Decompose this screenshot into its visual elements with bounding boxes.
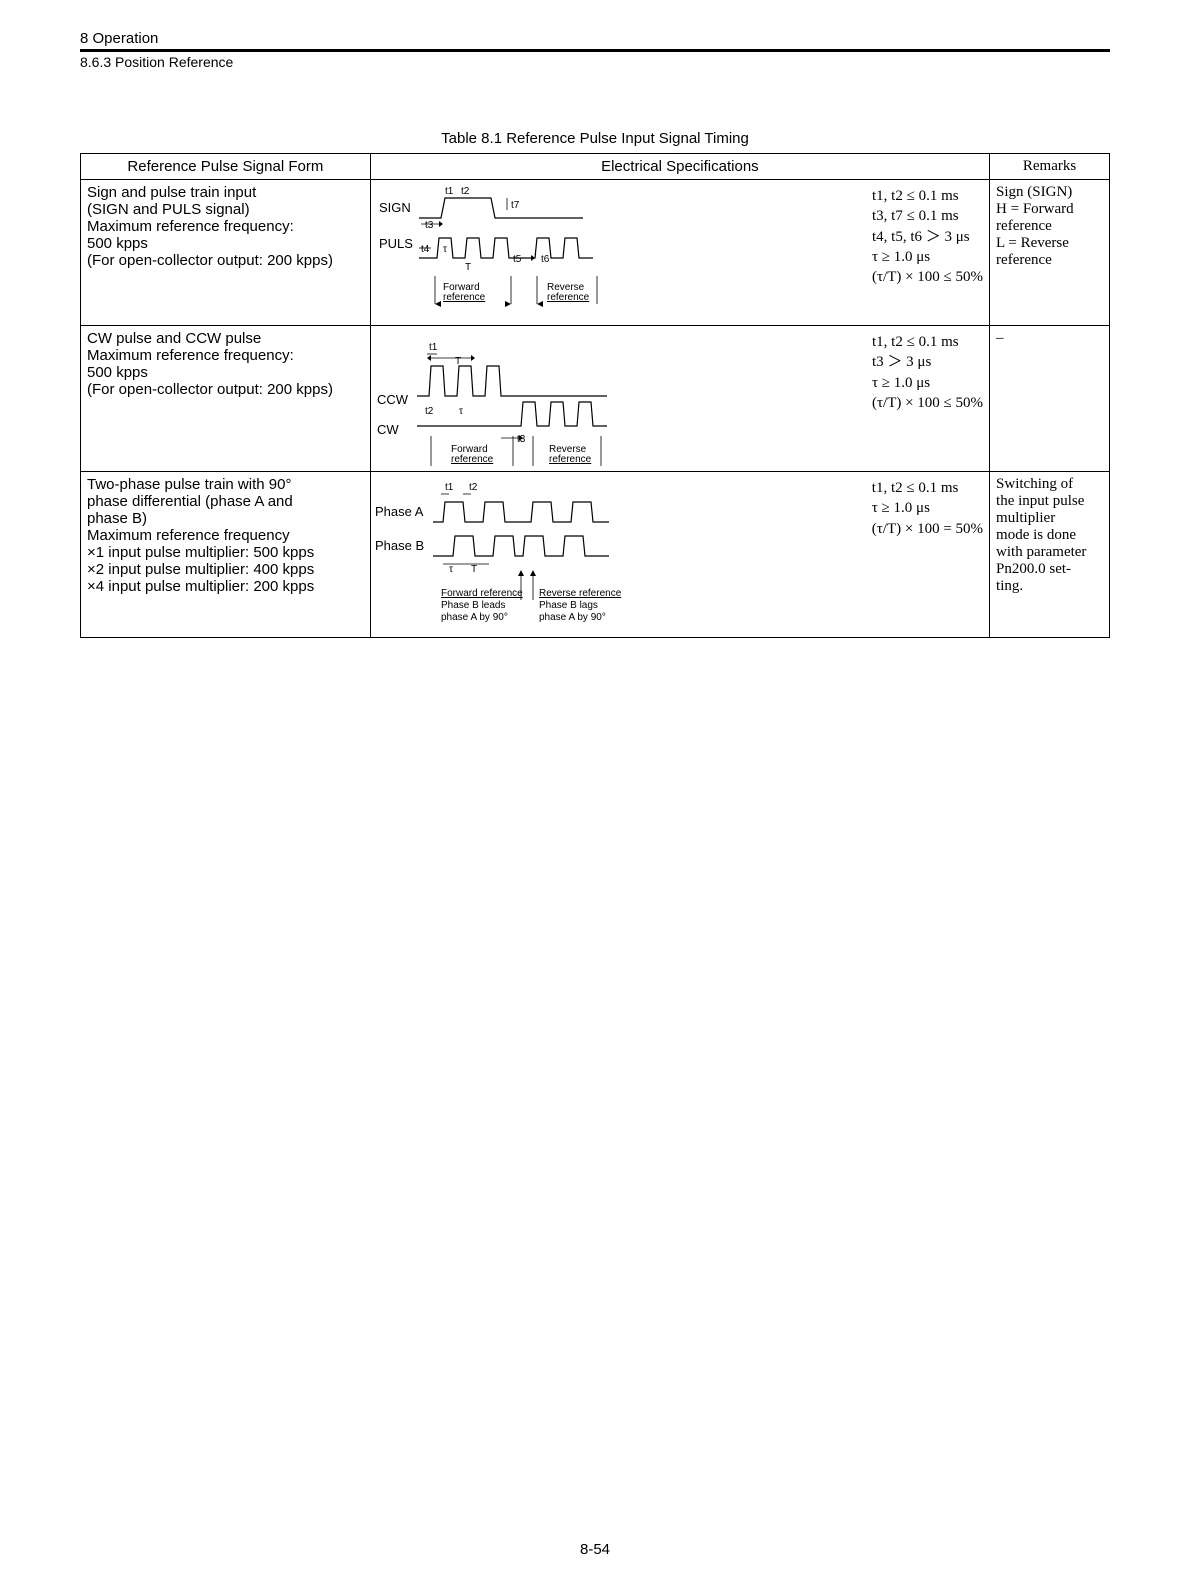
label-t7: t7 (511, 200, 520, 211)
table-caption: Table 8.1 Reference Pulse Input Signal T… (80, 130, 1110, 147)
label-tau: τ (443, 244, 447, 255)
label-phase-a: Phase A (375, 504, 424, 519)
form-cell: CW pulse and CCW pulse Maximum reference… (81, 326, 371, 472)
label-tau: τ (459, 406, 463, 417)
table-row: Two-phase pulse train with 90° phase dif… (81, 472, 1110, 638)
label-t1: t1 (445, 482, 454, 493)
label-sign: SIGN (379, 200, 411, 215)
table-row: Sign and pulse train input (SIGN and PUL… (81, 180, 1110, 326)
timing-table: Reference Pulse Signal Form Electrical S… (80, 153, 1110, 638)
col-header-form: Reference Pulse Signal Form (81, 154, 371, 180)
label-t3: t3 (425, 220, 434, 231)
remarks-cell: Switching of the input pulse multiplier … (990, 472, 1110, 638)
remarks-cell: – (990, 326, 1110, 472)
svg-text:phase A by 90°: phase A by 90° (539, 612, 606, 623)
label-cw: CW (377, 422, 399, 437)
label-t1: t1 (445, 186, 454, 197)
label-fwd: Forward reference (441, 588, 523, 599)
table-header-row: Reference Pulse Signal Form Electrical S… (81, 154, 1110, 180)
diagram-sign-puls: SIGN t1 t2 t3 t7 (371, 180, 781, 329)
label-T: T (471, 564, 477, 575)
svg-text:reference: reference (451, 454, 494, 465)
label-ccw: CCW (377, 392, 409, 407)
col-header-remarks: Remarks (990, 154, 1110, 180)
rule-heavy (80, 49, 1110, 52)
label-t1: t1 (429, 342, 438, 353)
label-T: T (465, 262, 471, 273)
label-t4: t4 (421, 244, 430, 255)
svg-text:reference: reference (547, 292, 590, 303)
label-t5: t5 (513, 254, 522, 265)
diagram-cw-ccw: CCW CW t1 T (371, 326, 781, 475)
form-cell: Two-phase pulse train with 90° phase dif… (81, 472, 371, 638)
label-tau: τ (449, 564, 453, 575)
label-t2: t2 (461, 186, 470, 197)
label-t2: t2 (425, 406, 434, 417)
spec-cell: SIGN t1 t2 t3 t7 (370, 180, 989, 326)
label-rev: Reverse reference (539, 588, 622, 599)
col-header-spec: Electrical Specifications (370, 154, 989, 180)
timing-values: t1, t2 ≤ 0.1 ms t3 ＞ 3 μs τ ≥ 1.0 μs (τ/… (872, 332, 983, 413)
svg-text:reference: reference (549, 454, 592, 465)
svg-text:phase A by 90°: phase A by 90° (441, 612, 508, 623)
label-phase-b: Phase B (375, 538, 424, 553)
label-puls: PULS (379, 236, 413, 251)
svg-text:Phase B lags: Phase B lags (539, 600, 598, 611)
subsection-heading: 8.6.3 Position Reference (80, 54, 1110, 70)
spec-cell: CCW CW t1 T (370, 326, 989, 472)
form-cell: Sign and pulse train input (SIGN and PUL… (81, 180, 371, 326)
svg-text:Phase B leads: Phase B leads (441, 600, 506, 611)
spec-cell: Phase A Phase B t1 t2 τ T (370, 472, 989, 638)
timing-values: t1, t2 ≤ 0.1 ms t3, t7 ≤ 0.1 ms t4, t5, … (872, 186, 983, 287)
svg-text:reference: reference (443, 292, 486, 303)
page-number: 8-54 (0, 1541, 1190, 1558)
table-row: CW pulse and CCW pulse Maximum reference… (81, 326, 1110, 472)
chapter-heading: 8 Operation (80, 30, 1110, 47)
label-t2: t2 (469, 482, 478, 493)
label-t6: t6 (541, 254, 550, 265)
diagram-phase-ab: Phase A Phase B t1 t2 τ T (371, 472, 781, 641)
label-t3: t3 (517, 434, 526, 445)
timing-values: t1, t2 ≤ 0.1 ms τ ≥ 1.0 μs (τ/T) × 100 =… (872, 478, 983, 539)
remarks-cell: Sign (SIGN) H = Forward reference L = Re… (990, 180, 1110, 326)
